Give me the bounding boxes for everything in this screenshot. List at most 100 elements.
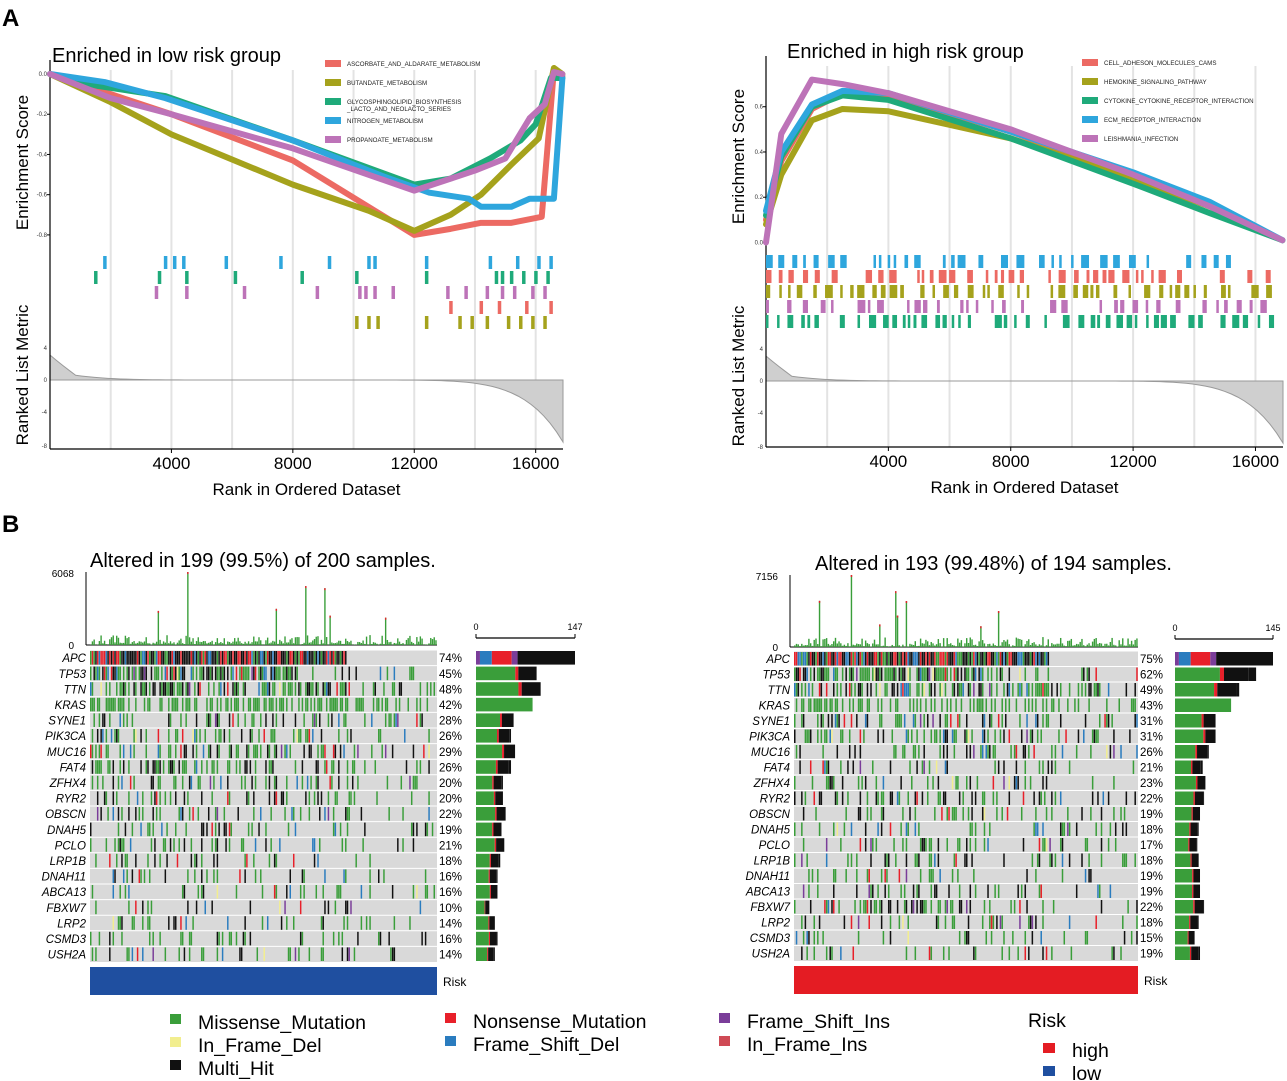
mutation-cell <box>937 652 940 666</box>
mutation-cell <box>1075 822 1078 836</box>
mutation-cell <box>143 869 146 883</box>
mutation-cell <box>856 869 858 883</box>
mutation-cell <box>133 682 135 696</box>
mutation-cell <box>891 683 894 697</box>
mutation-cell <box>951 729 954 743</box>
mutation-cell <box>90 697 92 712</box>
mutation-cell <box>887 884 890 898</box>
mutation-cell <box>1038 884 1041 898</box>
mutation-cell <box>348 682 350 696</box>
tmb-bar <box>194 644 196 645</box>
mutation-cell <box>159 807 161 821</box>
mutation-cell <box>202 822 205 837</box>
hit-mark <box>1135 270 1139 283</box>
mutation-cell <box>187 682 189 696</box>
mutation-cell <box>1114 838 1117 852</box>
mutation-cell <box>955 652 957 666</box>
mutation-cell <box>989 915 991 929</box>
mutation-cell <box>327 791 330 805</box>
mutation-cell <box>409 916 411 930</box>
mutation-cell <box>291 697 293 712</box>
mutation-cell <box>879 652 881 666</box>
mutation-cell <box>334 791 337 805</box>
mutation-cell <box>258 822 260 837</box>
mutation-cell <box>872 667 874 681</box>
gene-count-bar <box>501 775 503 790</box>
mutation-cell <box>357 744 359 759</box>
gene-count-bar <box>1175 822 1190 836</box>
hit-mark <box>1266 285 1272 298</box>
mutation-cell <box>895 698 897 712</box>
mutation-cell <box>886 652 888 666</box>
gene-count-bar <box>1175 900 1194 914</box>
hit-mark <box>904 255 909 268</box>
mutation-cell <box>346 822 349 837</box>
mutation-cell <box>925 652 927 666</box>
tmb-bar <box>856 643 858 647</box>
mutation-cell <box>345 697 347 712</box>
mutation-cell <box>121 838 123 852</box>
mutation-cell <box>935 652 938 666</box>
hit-mark <box>500 286 505 299</box>
mutation-cell <box>914 946 917 960</box>
mutation-cell <box>230 651 233 665</box>
mutation-cell <box>157 775 160 790</box>
mutation-cell <box>154 853 156 868</box>
mutation-cell <box>813 946 816 960</box>
mutation-cell <box>135 697 137 712</box>
tmb-bar <box>1042 637 1044 647</box>
tmb-bar <box>1072 645 1074 647</box>
mutation-cell <box>119 916 121 930</box>
mutation-cell <box>983 714 986 728</box>
mutation-cell <box>266 916 269 930</box>
gene-count-bar <box>476 916 489 930</box>
mutation-cell <box>820 729 823 743</box>
hit-mark <box>788 285 791 298</box>
mutation-cell <box>953 729 956 743</box>
tmb-bar <box>168 643 170 645</box>
mutation-cell <box>214 651 217 665</box>
gsea-title: Enriched in low risk group <box>52 45 281 67</box>
mutation-cell <box>905 652 908 666</box>
mutation-cell <box>859 807 862 821</box>
mutation-cell <box>944 714 947 728</box>
mutation-cell <box>223 682 226 696</box>
mutation-cell <box>260 651 262 665</box>
percent-label: 20% <box>439 778 462 790</box>
mutation-cell <box>934 667 936 681</box>
mutation-cell <box>1008 667 1011 681</box>
tmb-bar <box>848 646 851 647</box>
mutation-cell <box>946 760 949 774</box>
mutation-cell <box>289 744 291 759</box>
tmb-bar <box>353 644 356 645</box>
mutation-cell <box>1036 652 1039 666</box>
mutation-cell <box>806 931 808 945</box>
mutation-cell <box>353 760 356 774</box>
mutation-cell <box>898 667 901 681</box>
hit-mark <box>1175 285 1181 298</box>
percent-label: 31% <box>1140 732 1163 744</box>
hit-mark <box>820 300 826 313</box>
es-curve <box>763 76 1286 246</box>
mutation-cell <box>260 666 262 681</box>
mutation-cell <box>990 667 993 681</box>
hit-mark <box>446 286 450 299</box>
mutation-cell <box>171 697 174 712</box>
mutation-cell <box>251 666 253 681</box>
hit-mark <box>1108 270 1115 283</box>
mutation-cell <box>884 683 886 697</box>
tmb-bar <box>362 640 364 645</box>
mutation-cell <box>246 651 248 665</box>
legend-swatch <box>325 98 341 105</box>
mutation-cell <box>1026 714 1028 728</box>
mutation-cell <box>306 682 309 696</box>
hit-mark <box>1159 285 1164 298</box>
mutation-cell <box>145 666 147 681</box>
ranked-list-metric-area <box>765 351 1284 445</box>
hit-mark <box>1141 270 1144 283</box>
mutation-cell <box>946 729 949 743</box>
hit-mark <box>967 285 974 298</box>
mutation-cell <box>207 744 210 759</box>
mutation-cell <box>110 651 113 665</box>
mutation-cell <box>187 697 189 712</box>
